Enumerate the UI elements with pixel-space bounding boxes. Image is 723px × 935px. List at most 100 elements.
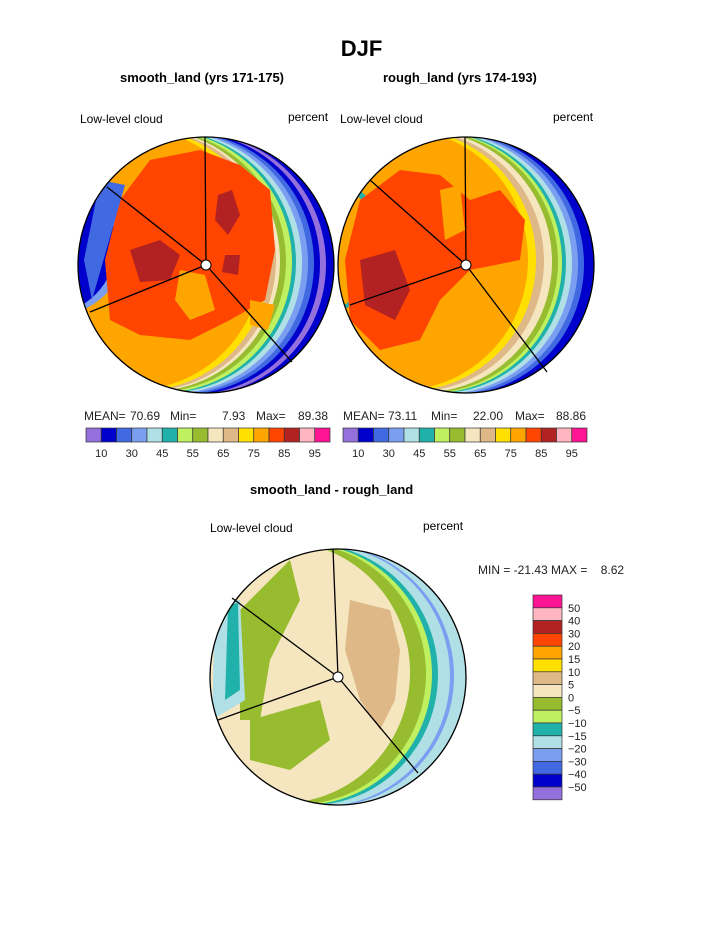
colorbar-tick-label: 45: [156, 448, 168, 460]
variable-label-smooth: Low-level cloud: [80, 112, 163, 126]
colorbar-swatch: [540, 427, 557, 443]
colorbar-tick-label: −30: [568, 756, 587, 768]
contour-region: [130, 240, 180, 282]
colorbar-swatch: [532, 761, 563, 775]
colorbar-swatch: [207, 427, 224, 443]
colorbar-swatch: [299, 427, 316, 443]
colorbar-swatch: [238, 427, 255, 443]
colorbar-tick-label: 75: [248, 448, 260, 460]
colorbar-swatch: [556, 427, 573, 443]
colorbar-swatch: [532, 786, 563, 801]
colorbar-swatch: [146, 427, 163, 443]
colorbar-swatch: [314, 427, 331, 443]
colorbar-swatch: [373, 427, 390, 443]
contour-region: [240, 560, 300, 720]
colorbar-swatch: [100, 427, 117, 443]
colorbar-tick-label: −15: [568, 731, 587, 743]
colorbar-tick-label: 0: [568, 692, 574, 704]
colorbar-swatch: [253, 427, 270, 443]
colorbar-swatch: [532, 645, 563, 660]
mean-label-rough: MEAN=: [343, 409, 385, 423]
colorbar-swatch: [222, 427, 239, 443]
variable-label-rough: Low-level cloud: [340, 112, 423, 126]
colorbar-tick-label: 75: [505, 448, 517, 460]
map-outline: [209, 548, 467, 806]
colorbar-swatch: [532, 671, 563, 685]
colorbar-swatch: [342, 427, 359, 443]
boundary-line: [337, 676, 419, 774]
colorbar-swatch: [116, 427, 133, 443]
colorbar-swatch: [510, 427, 527, 443]
boundary-line: [349, 264, 467, 306]
colorbar-swatch: [434, 427, 451, 443]
boundary-line: [231, 597, 339, 678]
colorbar-tick-label: 30: [126, 448, 138, 460]
colorbar-swatch: [449, 427, 466, 443]
units-label-diff: percent: [423, 519, 464, 533]
pole-marker: [200, 259, 212, 271]
stats-diff: MIN = -21.43 MAX = 8.62: [478, 563, 625, 577]
panel-title-diff: smooth_land - rough_land: [250, 482, 414, 497]
variable-label-diff: Low-level cloud: [210, 521, 293, 535]
colorbar-swatch: [532, 709, 563, 724]
colorbar-swatch: [525, 427, 542, 443]
colorbar-swatch: [532, 773, 563, 788]
pole-marker: [460, 259, 472, 271]
mean-label-smooth: MEAN=: [84, 409, 126, 423]
colorbar-swatch: [464, 427, 481, 443]
colorbar-swatch: [532, 722, 563, 737]
colorbar-tick-label: −10: [568, 718, 587, 730]
colorbar-swatch: [357, 427, 374, 443]
colorbar-tick-label: 55: [444, 448, 456, 460]
colorbar-swatch: [532, 620, 563, 634]
contour-region: [215, 190, 240, 235]
colorbar-tick-label: 10: [95, 448, 107, 460]
colorbar-tick-label: 30: [383, 448, 395, 460]
colorbar-tick-label: 50: [568, 603, 580, 615]
map-outline: [337, 136, 595, 394]
contour-region: [345, 600, 400, 730]
colorbar-tick-label: 40: [568, 616, 580, 628]
units-label-smooth: percent: [288, 110, 329, 124]
colorbar-swatch: [268, 427, 285, 443]
colorbar-swatch: [532, 633, 563, 647]
colorbar-swatch: [495, 427, 512, 443]
colorbar-swatch: [403, 427, 420, 443]
polar-map-diff: [210, 549, 466, 805]
colorbar-tick-label: −40: [568, 769, 587, 781]
colorbar-swatch: [418, 427, 435, 443]
colorbar-swatch: [479, 427, 496, 443]
max-value-rough: 88.86: [556, 409, 587, 423]
polar-map-smooth: [78, 137, 334, 393]
colorbar-tick-label: 95: [566, 448, 578, 460]
colorbar-tick-label: 85: [535, 448, 547, 460]
boundary-line: [369, 179, 467, 266]
colorbar-tick-label: 45: [413, 448, 425, 460]
colorbar-tick-label: −20: [568, 744, 587, 756]
boundary-line: [465, 264, 548, 373]
boundary-line: [332, 548, 339, 678]
mean-value-smooth: 70.69: [130, 409, 161, 423]
min-label-smooth: Min=: [170, 409, 197, 423]
max-label-rough: Max=: [515, 409, 545, 423]
colorbar-tick-label: 20: [568, 641, 580, 653]
contour-region: [250, 700, 330, 770]
contour-region: [222, 255, 240, 275]
colorbar-tick-label: −50: [568, 782, 587, 794]
colorbar-swatch: [571, 427, 588, 443]
max-label-smooth: Max=: [256, 409, 286, 423]
boundary-line: [205, 264, 293, 363]
map-outline: [77, 136, 335, 394]
contour-region: [360, 250, 410, 320]
colorbar-tick-label: 85: [278, 448, 290, 460]
colorbar-tick-label: −5: [568, 705, 581, 717]
min-value-smooth: 7.93: [222, 409, 246, 423]
pole-marker: [332, 671, 344, 683]
contour-region: [84, 180, 125, 300]
contour-region: [175, 270, 215, 320]
colorbar-swatch: [192, 427, 209, 443]
colorbar-swatch: [161, 427, 178, 443]
min-label-rough: Min=: [431, 409, 458, 423]
